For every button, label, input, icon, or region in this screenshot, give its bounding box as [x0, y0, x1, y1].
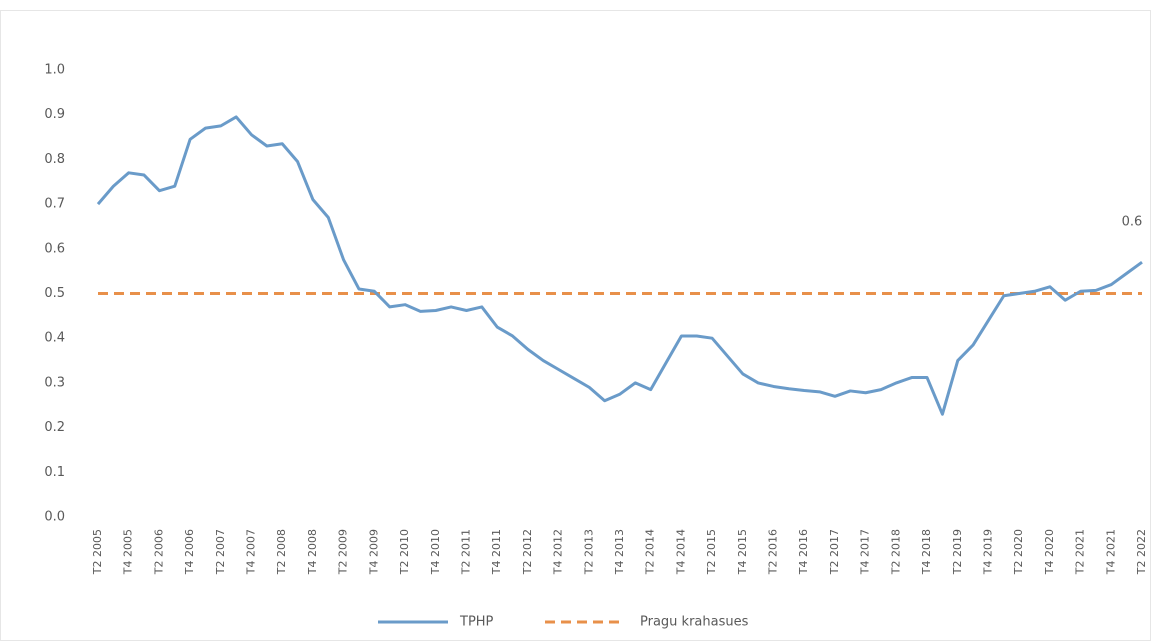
x-tick-label: T4 2010 [429, 529, 442, 575]
x-tick-label: T4 2013 [613, 529, 626, 575]
y-tick-label: 0.9 [44, 107, 65, 122]
x-tick-label: T2 2019 [951, 529, 964, 575]
x-tick-label: T2 2012 [521, 529, 534, 575]
y-tick-label: 0.4 [44, 331, 65, 346]
x-tick-label: T2 2020 [1012, 529, 1025, 575]
x-tick-label: T4 2020 [1043, 529, 1056, 575]
x-tick-label: T2 2022 [1135, 529, 1148, 575]
x-tick-label: T4 2012 [552, 529, 565, 575]
y-tick-label: 0.7 [44, 197, 65, 212]
legend-label: TPHP [459, 615, 494, 630]
y-tick-label: 0.2 [44, 420, 65, 435]
x-tick-label: T4 2009 [367, 529, 380, 575]
x-tick-label: T2 2021 [1074, 529, 1087, 575]
x-tick-label: T4 2007 [245, 529, 258, 575]
x-tick-label: T4 2017 [859, 529, 872, 575]
x-tick-label: T2 2011 [459, 529, 472, 575]
x-tick-label: T2 2013 [582, 529, 595, 575]
x-tick-label: T2 2015 [705, 529, 718, 575]
x-tick-label: T4 2015 [736, 529, 749, 575]
y-tick-label: 0.1 [44, 465, 65, 480]
y-tick-label: 0.3 [44, 375, 65, 390]
x-tick-label: T2 2017 [828, 529, 841, 575]
x-tick-label: T2 2010 [398, 529, 411, 575]
x-tick-label: T4 2005 [122, 529, 135, 575]
x-tick-label: T2 2009 [337, 529, 350, 575]
x-tick-label: T4 2006 [183, 529, 196, 575]
x-tick-label: T2 2006 [152, 529, 165, 575]
x-tick-label: T4 2016 [797, 529, 810, 575]
y-tick-label: 0.8 [44, 152, 65, 167]
y-tick-label: 0.0 [44, 510, 65, 525]
x-tick-label: T2 2016 [767, 529, 780, 575]
x-tick-label: T2 2008 [275, 529, 288, 575]
legend-label: Pragu krahasues [640, 615, 749, 630]
y-tick-label: 0.5 [44, 286, 65, 301]
y-tick-label: 0.6 [44, 241, 65, 256]
y-tick-label: 1.0 [44, 63, 65, 78]
x-tick-label: T2 2007 [214, 529, 227, 575]
x-tick-label: T4 2008 [306, 529, 319, 575]
x-tick-label: T2 2018 [889, 529, 902, 575]
x-tick-label: T4 2014 [674, 529, 687, 575]
x-tick-label: T2 2014 [644, 529, 657, 575]
series-line [96, 115, 1143, 416]
x-tick-label: T4 2011 [490, 529, 503, 575]
chart-frame [0, 10, 1151, 641]
x-tick-label: T4 2018 [920, 529, 933, 575]
x-tick-label: T4 2021 [1104, 529, 1117, 575]
data-label: 0.6 [1122, 215, 1143, 230]
x-tick-label: T4 2019 [981, 529, 994, 575]
x-tick-label: T2 2005 [91, 529, 104, 575]
